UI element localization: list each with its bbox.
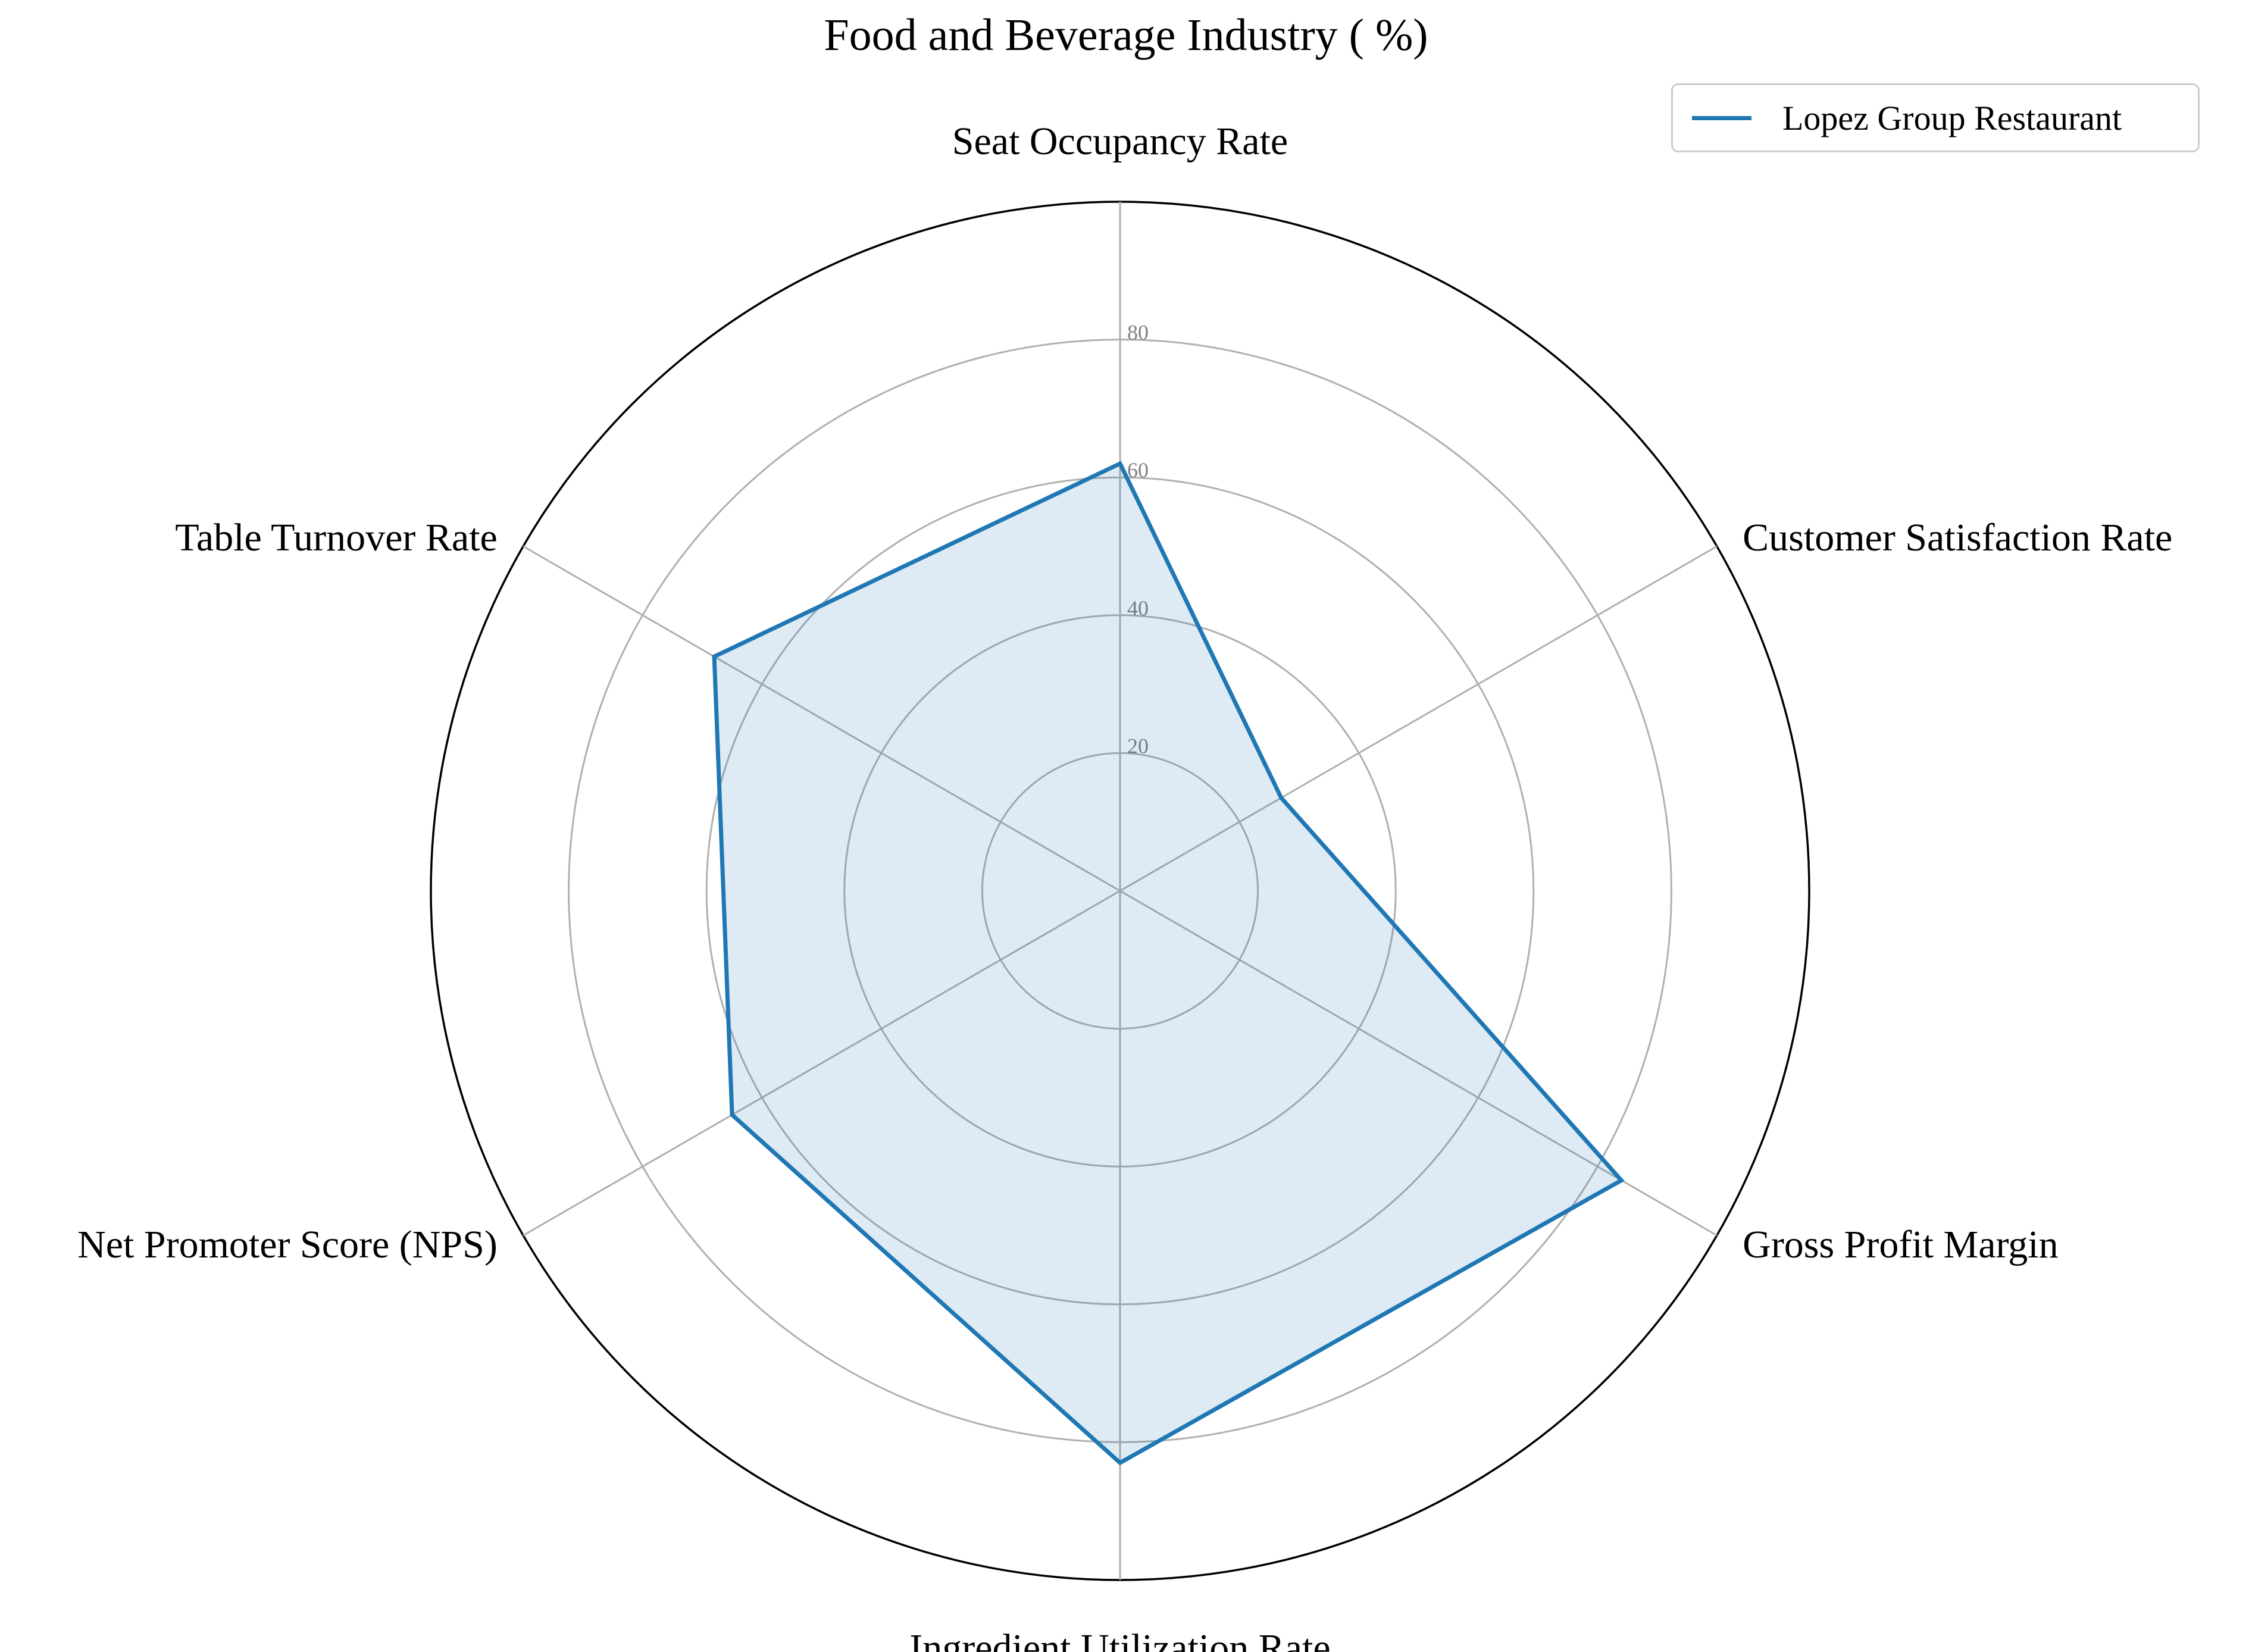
data-point-0-5 — [712, 655, 717, 659]
axis-label-1: Customer Satisfaction Rate — [1743, 516, 2172, 559]
radial-tick-label-20: 20 — [1127, 734, 1149, 758]
axis-labels: Seat Occupancy Rate Customer Satisfaction… — [77, 120, 2172, 1652]
radial-tick-label-80: 80 — [1127, 321, 1149, 345]
radial-tick-label-60: 60 — [1127, 458, 1149, 482]
data-point-0-2 — [1619, 1178, 1624, 1182]
axis-label-3: Ingredient Utilization Rate — [909, 1626, 1330, 1652]
data-point-0-3 — [1118, 1461, 1122, 1465]
chart-title: Food and Beverage Industry ( %) — [824, 10, 1428, 60]
legend: Lopez Group Restaurant — [1671, 83, 2200, 152]
spoke-5 — [523, 545, 1121, 892]
spoke-4 — [523, 890, 1121, 1237]
legend-line-swatch — [1692, 115, 1751, 120]
data-point-0-0 — [1118, 462, 1122, 466]
axis-label-5: Table Turnover Rate — [175, 516, 498, 559]
radial-tick-label-40: 40 — [1127, 596, 1149, 620]
radial-grid: 20 40 60 80 — [430, 201, 1810, 1581]
data-point-0-1 — [1279, 796, 1283, 800]
series-area-0 — [714, 464, 1622, 1463]
legend-entry-label: Lopez Group Restaurant — [1782, 98, 2122, 137]
axis-label-0: Seat Occupancy Rate — [952, 120, 1288, 163]
spoke-1 — [1119, 545, 1718, 892]
axis-label-2: Gross Profit Margin — [1743, 1223, 2058, 1266]
series-layer — [712, 461, 1625, 1466]
axis-label-4: Net Promoter Score (NPS) — [77, 1223, 498, 1266]
data-point-0-4 — [730, 1113, 734, 1117]
